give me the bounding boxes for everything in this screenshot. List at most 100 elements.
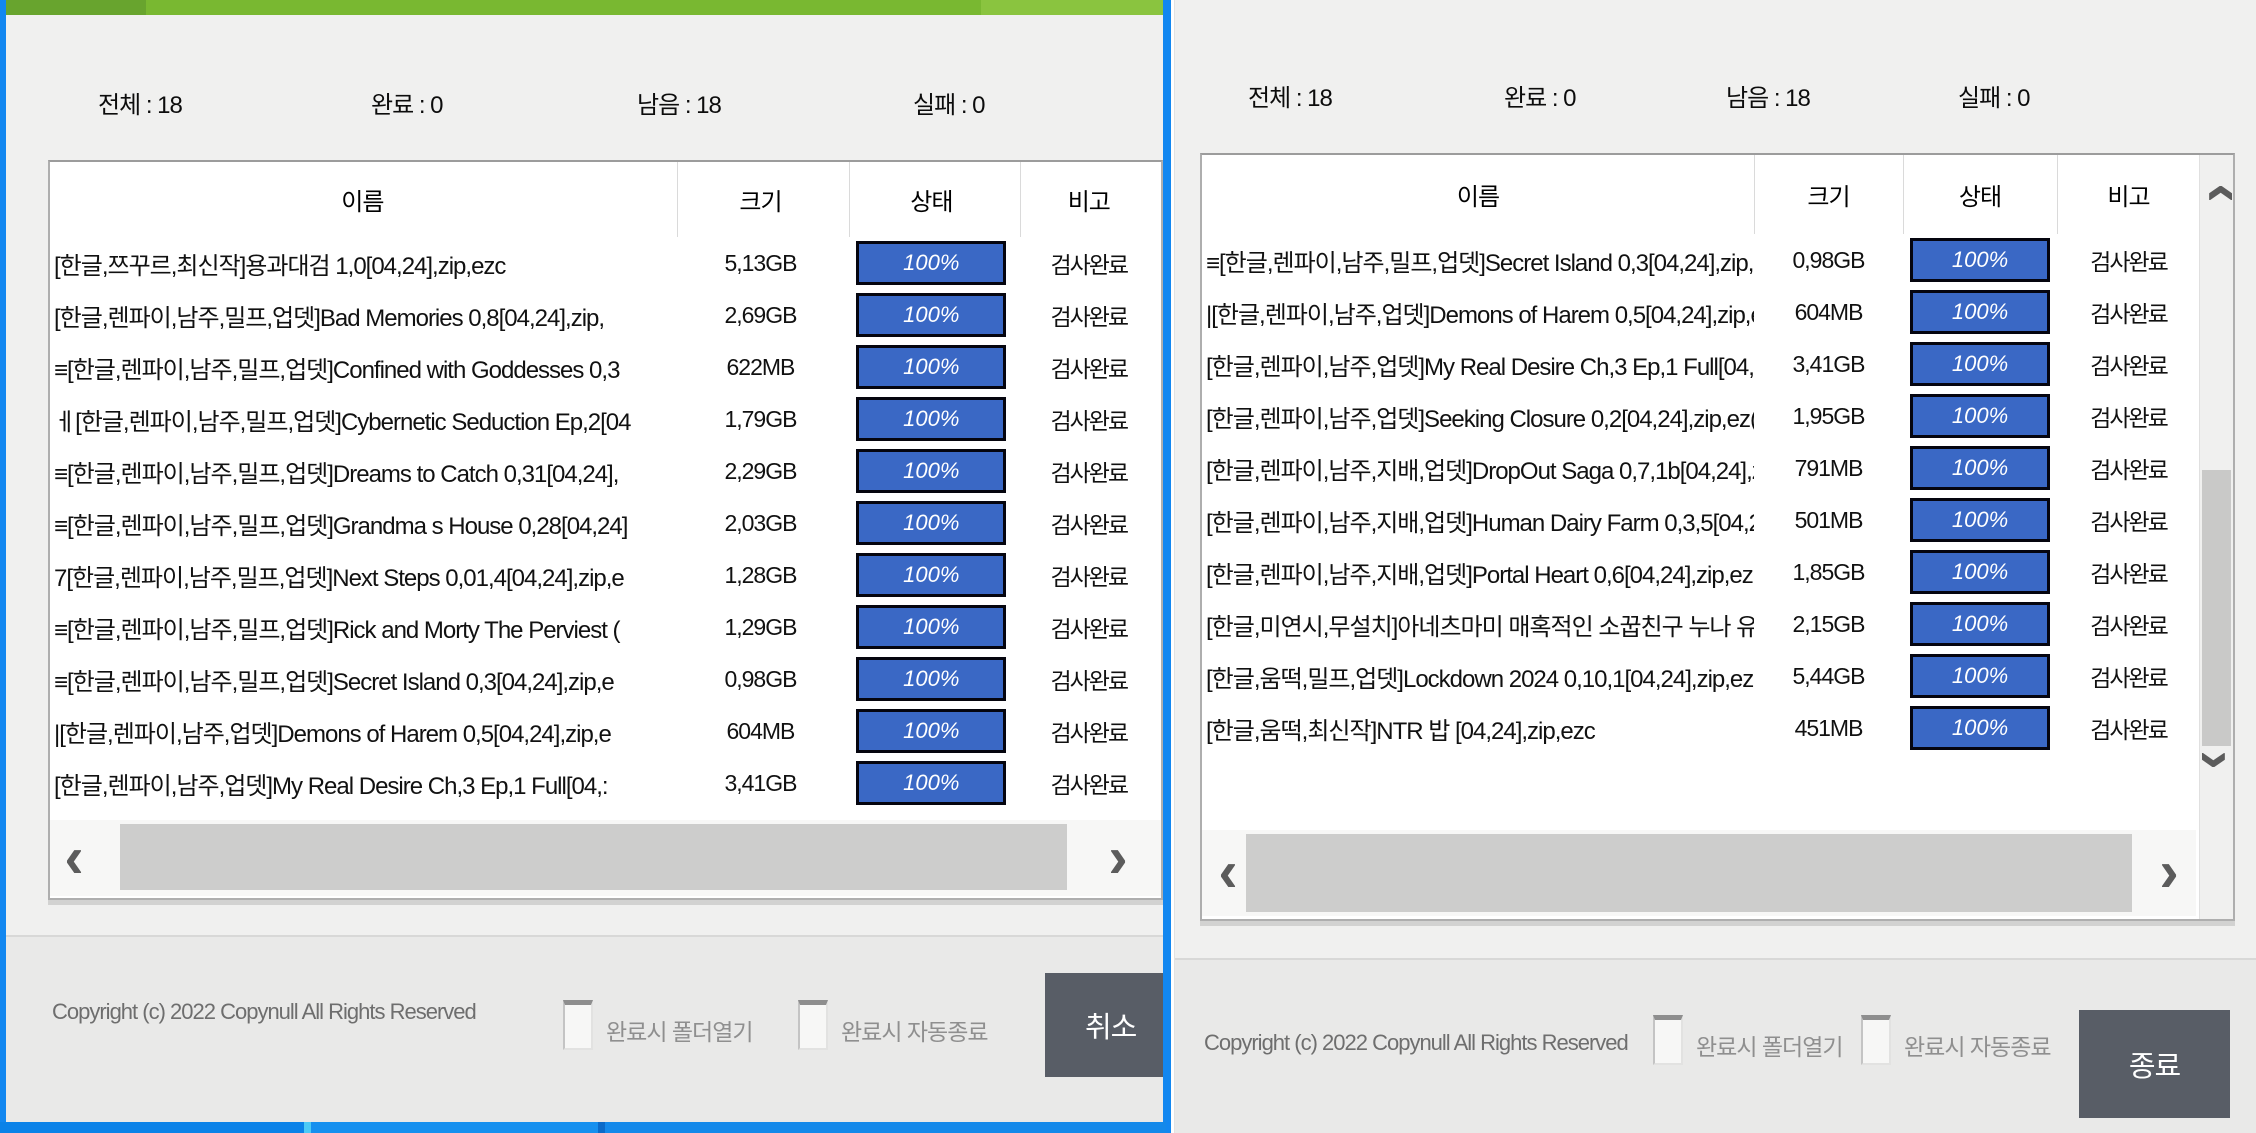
file-note: 검사완료 xyxy=(1050,668,1129,694)
scroll-left-icon[interactable]: ‹ xyxy=(1218,839,1238,904)
table-row[interactable]: [한글,렌파이,남주,밀프,업뎃]Bad Memories 0,8[04,24]… xyxy=(50,289,1161,341)
progress-bar: 100% xyxy=(1910,550,2050,594)
header-divider xyxy=(849,162,850,237)
table-row[interactable]: ≡[한글,렌파이,남주,밀프,업뎃]Dreams to Catch 0,31[0… xyxy=(50,445,1161,497)
table-row[interactable]: [한글,렌파이,남주,업뎃]My Real Desire Ch,3 Ep,1 F… xyxy=(50,757,1161,809)
progress-cell: 100% xyxy=(846,709,1016,753)
file-size: 0,98GB xyxy=(1792,246,1866,273)
table-row[interactable]: |[한글,렌파이,남주,업뎃]Demons of Harem 0,5[04,24… xyxy=(1202,286,2233,338)
scroll-right-icon[interactable]: › xyxy=(1108,825,1128,890)
progress-bar: 100% xyxy=(856,241,1007,285)
scroll-right-icon[interactable]: › xyxy=(2159,839,2179,904)
table-row[interactable]: [한글,쯔꾸르,최신작]용과대검 1,0[04,24],zip,ezc 5,13… xyxy=(50,237,1161,289)
progress-label: 100% xyxy=(903,458,960,483)
file-name: ≡[한글,렌파이,남주,밀프,업뎃]Secret Island 0,3[04,2… xyxy=(1206,249,1754,277)
progress-bar: 100% xyxy=(1910,238,2050,282)
progress-bar: 100% xyxy=(856,553,1007,597)
horizontal-scrollbar-thumb[interactable] xyxy=(1246,834,2132,912)
file-size: 1,79GB xyxy=(724,405,797,432)
table-row[interactable]: [한글,렌파이,남주,지배,업뎃]Portal Heart 0,6[04,24]… xyxy=(1202,546,2233,598)
progress-bar: 100% xyxy=(856,657,1007,701)
table-row[interactable]: ≡[한글,렌파이,남주,밀프,업뎃]Grandma s House 0,28[0… xyxy=(50,497,1161,549)
file-name: 7[한글,렌파이,남주,밀프,업뎃]Next Steps 0,01,4[04,2… xyxy=(54,564,625,592)
progress-cell: 100% xyxy=(846,657,1016,701)
file-size: 5,44GB xyxy=(1792,662,1866,689)
progress-cell: 100% xyxy=(1903,602,2057,646)
file-name: [한글,렌파이,남주,업뎃]My Real Desire Ch,3 Ep,1 F… xyxy=(1206,353,1754,381)
table-row[interactable]: [한글,렌파이,남주,업뎃]Seeking Closure 0,2[04,24]… xyxy=(1202,390,2233,442)
file-size: 5,13GB xyxy=(724,249,797,276)
file-size: 604MB xyxy=(726,717,796,744)
file-note: 검사완료 xyxy=(1050,408,1129,434)
column-header-note[interactable]: 비고 xyxy=(1067,189,1111,216)
progress-bar: 100% xyxy=(1910,394,2050,438)
horizontal-scrollbar-thumb[interactable] xyxy=(120,824,1067,890)
table-row[interactable]: [한글,미연시,무설치]아네츠마미 매혹적인 소꿉친구 누나 유, 2,15GB… xyxy=(1202,598,2233,650)
header-divider xyxy=(1903,155,1904,234)
progress-bar: 100% xyxy=(856,449,1007,493)
file-size: 791MB xyxy=(1794,454,1864,481)
table-row[interactable]: ≡[한글,렌파이,남주,밀프,업뎃]Secret Island 0,3[04,2… xyxy=(1202,234,2233,286)
file-note: 검사완료 xyxy=(2090,301,2169,327)
file-size: 3,41GB xyxy=(724,769,797,796)
table-row[interactable]: [한글,렌파이,남주,업뎃]My Real Desire Ch,3 Ep,1 F… xyxy=(1202,338,2233,390)
file-note: 검사완료 xyxy=(2090,665,2169,691)
auto-close-checkbox[interactable] xyxy=(798,1000,828,1050)
progress-cell: 100% xyxy=(1903,654,2057,698)
auto-close-label: 완료시 자동종료 xyxy=(1904,1034,2052,1060)
auto-close-checkbox[interactable] xyxy=(1861,1015,1891,1065)
table-row[interactable]: 7[한글,렌파이,남주,밀프,업뎃]Next Steps 0,01,4[04,2… xyxy=(50,549,1161,601)
open-folder-checkbox[interactable] xyxy=(563,1000,593,1050)
table-row[interactable]: [한글,움떡,밀프,업뎃]Lockdown 2024 0,10,1[04,24]… xyxy=(1202,650,2233,702)
column-header-name[interactable]: 이름 xyxy=(1456,184,1500,211)
copyright-text: Copyright (c) 2022 Copynull All Rights R… xyxy=(1204,1030,1629,1055)
column-header-status[interactable]: 상태 xyxy=(1958,184,2002,211)
table-row[interactable]: ㅔ[한글,렌파이,남주,밀프,업뎃]Cybernetic Seduction E… xyxy=(50,393,1161,445)
table-row[interactable]: [한글,렌파이,남주,지배,업뎃]Human Dairy Farm 0,3,5[… xyxy=(1202,494,2233,546)
file-note: 검사완료 xyxy=(2090,509,2169,535)
file-name: [한글,렌파이,남주,밀프,업뎃]Bad Memories 0,8[04,24]… xyxy=(54,304,605,332)
column-header-size[interactable]: 크기 xyxy=(1807,184,1850,211)
taskbar[interactable] xyxy=(0,1122,1166,1133)
file-name: ≡[한글,렌파이,남주,밀프,업뎃]Secret Island 0,3[04,2… xyxy=(54,668,615,696)
table-row[interactable]: [한글,렌파이,남주,지배,업뎃]DropOut Saga 0,7,1b[04,… xyxy=(1202,442,2233,494)
stat-total: 전체 : 18 xyxy=(98,92,183,119)
file-name: [한글,렌파이,남주,업뎃]Seeking Closure 0,2[04,24]… xyxy=(1206,405,1754,433)
cancel-button[interactable]: 취소 xyxy=(1045,973,1163,1077)
file-note: 검사완료 xyxy=(1050,772,1129,798)
column-header-size[interactable]: 크기 xyxy=(739,189,782,216)
progress-cell: 100% xyxy=(1903,238,2057,282)
scroll-left-icon[interactable]: ‹ xyxy=(64,825,84,890)
vertical-scrollbar[interactable]: › › xyxy=(2184,155,2233,919)
horizontal-scrollbar[interactable]: ‹ › xyxy=(50,820,1161,896)
horizontal-scrollbar[interactable]: ‹ › xyxy=(1202,830,2196,916)
scroll-down-icon[interactable]: › xyxy=(2185,740,2233,780)
file-size: 1,28GB xyxy=(724,561,797,588)
file-name: [한글,미연시,무설치]아네츠마미 매혹적인 소꿉친구 누나 유, xyxy=(1206,613,1754,641)
progress-cell: 100% xyxy=(846,397,1016,441)
progress-label: 100% xyxy=(903,718,960,743)
header-divider xyxy=(1020,162,1021,237)
column-header-name[interactable]: 이름 xyxy=(341,189,384,216)
progress-cell: 100% xyxy=(846,501,1016,545)
open-folder-checkbox[interactable] xyxy=(1653,1015,1683,1065)
column-header-status[interactable]: 상태 xyxy=(910,189,953,216)
scroll-up-icon[interactable]: › xyxy=(2184,173,2233,213)
progress-bar: 100% xyxy=(1910,602,2050,646)
progress-cell: 100% xyxy=(846,293,1016,337)
table-row[interactable]: ≡[한글,렌파이,남주,밀프,업뎃]Confined with Goddesse… xyxy=(50,341,1161,393)
file-note: 검사완료 xyxy=(1050,304,1129,330)
progress-bar: 100% xyxy=(1910,654,2050,698)
close-button[interactable]: 종료 xyxy=(2079,1010,2230,1118)
table-row[interactable]: [한글,움떡,최신작]NTR 밥 [04,24],zip,ezc 451MB 1… xyxy=(1202,702,2233,754)
download-table: 이름 크기 상태 비고 [한글,쯔꾸르,최신작]용과대검 1,0[04,24],… xyxy=(48,160,1163,900)
table-row[interactable]: ≡[한글,렌파이,남주,밀프,업뎃]Secret Island 0,3[04,2… xyxy=(50,653,1161,705)
progress-cell: 100% xyxy=(1903,290,2057,334)
column-header-note[interactable]: 비고 xyxy=(2107,184,2150,211)
table-rows: [한글,쯔꾸르,최신작]용과대검 1,0[04,24],zip,ezc 5,13… xyxy=(50,237,1161,809)
table-row[interactable]: ≡[한글,렌파이,남주,밀프,업뎃]Rick and Morty The Per… xyxy=(50,601,1161,653)
progress-label: 100% xyxy=(1951,507,2009,532)
file-note: 검사완료 xyxy=(1050,512,1129,538)
vertical-scrollbar-thumb[interactable] xyxy=(2202,470,2231,746)
table-row[interactable]: |[한글,렌파이,남주,업뎃]Demons of Harem 0,5[04,24… xyxy=(50,705,1161,757)
